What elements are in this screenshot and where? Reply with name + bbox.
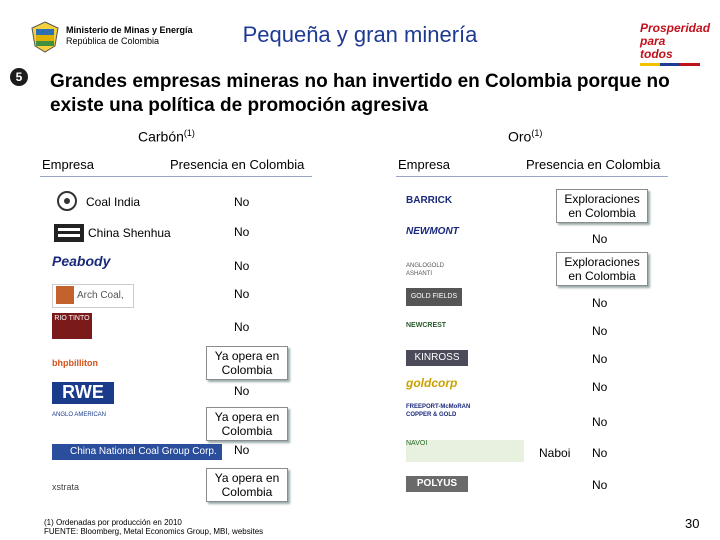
carbon-header-divider: [40, 176, 312, 177]
carbon-section-title: Carbón(1): [138, 128, 195, 145]
navoi-logo: NAVOI: [406, 440, 524, 462]
gold-title-note: (1): [531, 128, 543, 138]
prosperidad-stripe: [640, 63, 700, 66]
ministry-country: República de Colombia: [66, 36, 160, 46]
carbon-col-presence: Presencia en Colombia: [170, 157, 305, 172]
gold-header-divider: [396, 176, 668, 177]
newmont-logo: NEWMONT: [406, 226, 472, 248]
gold-title-text: Oro: [508, 128, 532, 145]
carbon-col-company: Empresa: [42, 157, 95, 172]
polyus-logo: POLYUS: [406, 476, 468, 492]
carbon-row-name: China Shenhua: [88, 226, 171, 240]
carbon-row-value: No: [234, 384, 250, 398]
footnote-source: FUENTE: Bloomberg, Metal Economics Group…: [44, 527, 264, 536]
gold-row-value: No: [592, 296, 608, 310]
arch-coal-logo: Arch Coal, Inc.: [52, 284, 134, 323]
carbon-row-value: No: [234, 259, 250, 273]
carbon-title-note: (1): [183, 128, 195, 138]
gold-row-value: No: [592, 324, 608, 338]
carbon-row-value: No: [234, 195, 250, 209]
newcrest-logo: NEWCREST: [406, 322, 462, 344]
gold-col-presence: Presencia en Colombia: [526, 157, 661, 172]
gold-row-callout: Exploraciones en Colombia: [556, 252, 648, 286]
gold-row-callout: Exploraciones en Colombia: [556, 189, 648, 223]
carbon-title-text: Carbón: [138, 128, 184, 145]
carbon-row-value: No: [234, 443, 250, 457]
ministry-title: Ministerio de Minas y Energía: [66, 25, 193, 35]
china-national-coal-logo: China National Coal Group Corp.: [52, 444, 222, 460]
prosperidad-logo: Prosperidad para todos: [640, 21, 711, 66]
xstrata-logo: xstrata: [52, 468, 92, 496]
carbon-row-callout: Ya opera en Colombia: [206, 407, 288, 441]
arch-coal-mark: [56, 286, 74, 305]
gold-row-name: Naboi: [539, 446, 571, 460]
prosperidad-text: Prosperidad para todos: [640, 21, 711, 61]
carbon-row-callout: Ya opera en Colombia: [206, 468, 288, 502]
carbon-row-value: No: [234, 320, 250, 334]
freeport-mcmoran-logo: FREEPORT-McMoRAN COPPER & GOLD: [406, 403, 472, 425]
gold-row-value: No: [592, 446, 608, 460]
footnote: (1) Ordenadas por producción en 2010 FUE…: [44, 518, 263, 536]
gold-fields-logo: GOLD FIELDS: [406, 288, 462, 306]
goldcorp-logo: goldcorp: [406, 376, 472, 398]
gold-col-company: Empresa: [398, 157, 451, 172]
gold-row-value: No: [592, 232, 608, 246]
carbon-row-value: No: [234, 225, 250, 239]
peabody-logo: Peabody: [52, 253, 112, 275]
gold-row-value: No: [592, 415, 608, 429]
carbon-row-value: No: [234, 287, 250, 301]
footnote-line: (1) Ordenadas por producción en 2010: [44, 518, 182, 527]
gold-row-value: No: [592, 478, 608, 492]
barrick-logo: BARRICK: [406, 195, 462, 217]
rwe-logo: RWE: [52, 382, 114, 404]
slide-number-badge: 5: [10, 68, 28, 86]
rio-tinto-logo: RIO TINTO: [52, 313, 92, 339]
anglogold-ashanti-logo: ANGLOGOLD ASHANTI: [406, 262, 454, 284]
gold-row-value: No: [592, 352, 608, 366]
bhp-billiton-logo: bhpbilliton: [52, 348, 100, 380]
gold-row-value: No: [592, 380, 608, 394]
slide-heading: Grandes empresas mineras no han invertid…: [50, 71, 670, 116]
colombia-coat-of-arms-logo: [28, 20, 62, 54]
china-shenhua-logo: [52, 222, 86, 244]
kinross-logo: KINROSS: [406, 350, 468, 366]
page-title: Pequeña y gran minería: [242, 22, 478, 47]
coal-india-logo: [52, 190, 82, 212]
anglo-american-logo: ANGLO AMERICAN: [52, 410, 108, 434]
ministry-name: Ministerio de Minas y Energía República …: [66, 25, 193, 47]
gold-section-title: Oro(1): [508, 128, 542, 145]
carbon-row-callout: Ya opera en Colombia: [206, 346, 288, 380]
carbon-row-name: Coal India: [86, 195, 141, 209]
page-number: 30: [685, 516, 700, 531]
